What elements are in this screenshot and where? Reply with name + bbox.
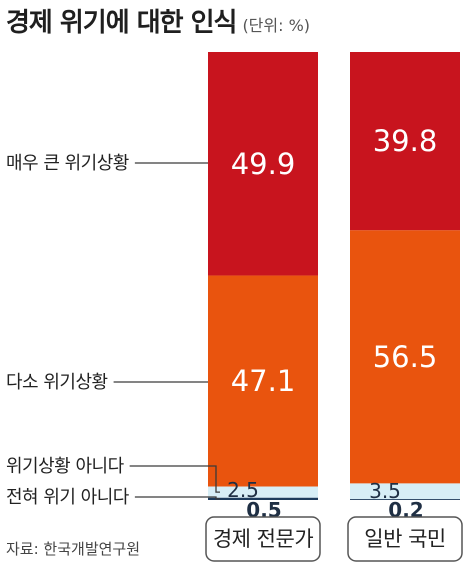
leader-line-3	[129, 465, 220, 493]
bar-segment-경제-전문가-4	[208, 497, 318, 500]
leader-line-4	[134, 496, 220, 500]
value-label-경제-전문가-2: 47.1	[231, 364, 296, 398]
source-note: 자료: 한국개발연구원	[6, 540, 141, 558]
value-label-경제-전문가-3: 2.5	[227, 478, 259, 502]
value-label-일반-국민-1: 39.8	[373, 124, 438, 158]
bar-segment-경제-전문가-2	[208, 275, 318, 487]
bar-segment-일반-국민-4	[350, 499, 460, 500]
bar-segment-일반-국민-2	[350, 230, 460, 484]
bar-segment-일반-국민-1	[350, 52, 460, 231]
chart-title: 경제 위기에 대한 인식	[6, 8, 237, 38]
bar-segment-경제-전문가-1	[208, 52, 318, 276]
row-label-4: 전혀 위기 아니다	[6, 487, 130, 508]
row-label-1: 매우 큰 위기상황	[6, 153, 129, 174]
title-row: 경제 위기에 대한 인식 (단위: %)	[6, 2, 310, 39]
value-label-일반-국민-2: 56.5	[373, 340, 438, 374]
bar-segment-경제-전문가-3	[208, 486, 318, 498]
category-label-1: 경제 전문가	[205, 516, 321, 562]
unit-label: (단위: %)	[242, 16, 311, 35]
category-label-2: 일반 국민	[347, 516, 463, 562]
value-label-일반-국민-3: 3.5	[369, 479, 401, 503]
row-label-3: 위기상황 아니다	[6, 456, 125, 477]
value-label-경제-전문가-1: 49.9	[231, 147, 296, 181]
bar-segment-일반-국민-3	[350, 483, 460, 500]
row-label-2: 다소 위기상황	[6, 372, 108, 393]
svg-text:경제 전문가: 경제 전문가	[213, 527, 313, 551]
svg-text:일반 국민: 일반 국민	[364, 527, 445, 551]
